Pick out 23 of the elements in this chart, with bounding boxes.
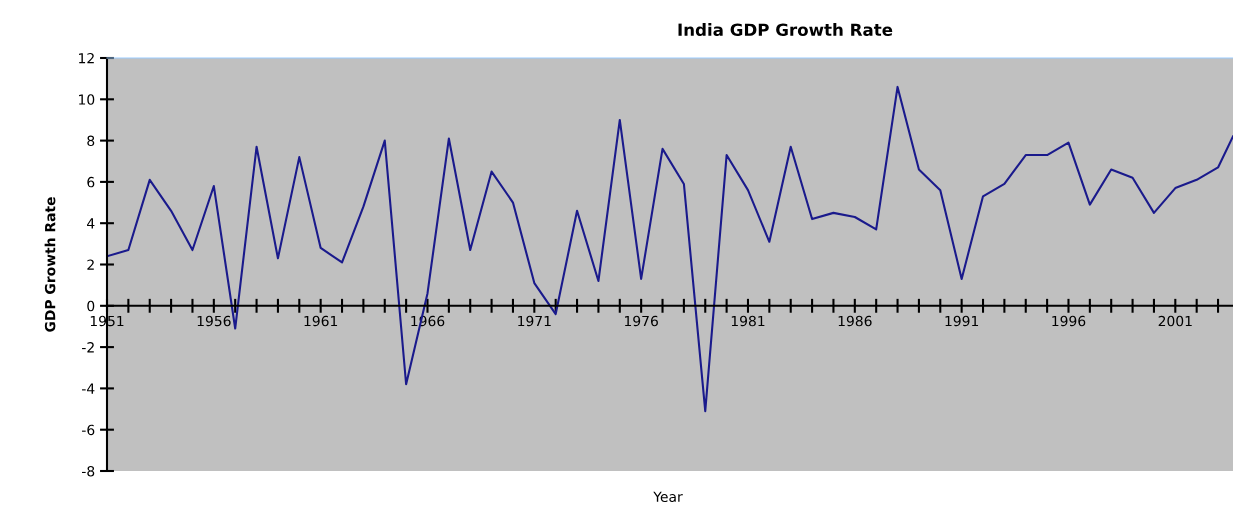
y-tick-label: 2 (87, 259, 94, 270)
y-tick-label: 10 (79, 94, 95, 105)
x-tick-label: 1961 (304, 315, 338, 327)
x-axis-title: Year (653, 491, 683, 503)
y-tick-label: 12 (79, 52, 94, 64)
y-tick-label: -8 (82, 465, 95, 477)
x-tick-label: 2001 (1158, 315, 1192, 327)
x-tick-label: 1956 (197, 315, 231, 327)
y-tick-label: -6 (82, 424, 95, 436)
y-tick-label: -4 (82, 383, 95, 394)
y-tick-label: 6 (87, 176, 95, 188)
chart-title: India GDP Growth Rate (678, 23, 893, 37)
x-tick-label: 1981 (731, 315, 765, 327)
y-tick-label: 8 (87, 135, 95, 147)
y-tick-label: -2 (82, 342, 94, 353)
y-tick-label: 4 (87, 218, 95, 229)
x-tick-label: 1996 (1052, 315, 1086, 327)
x-tick-label: 1976 (625, 315, 658, 327)
x-tick-label: 1991 (945, 315, 979, 327)
y-tick-label: 0 (87, 300, 95, 312)
x-tick-label: 1971 (518, 315, 551, 327)
y-axis-title: GDP Growth Rate (44, 197, 56, 332)
x-tick-label: 1986 (838, 315, 872, 327)
